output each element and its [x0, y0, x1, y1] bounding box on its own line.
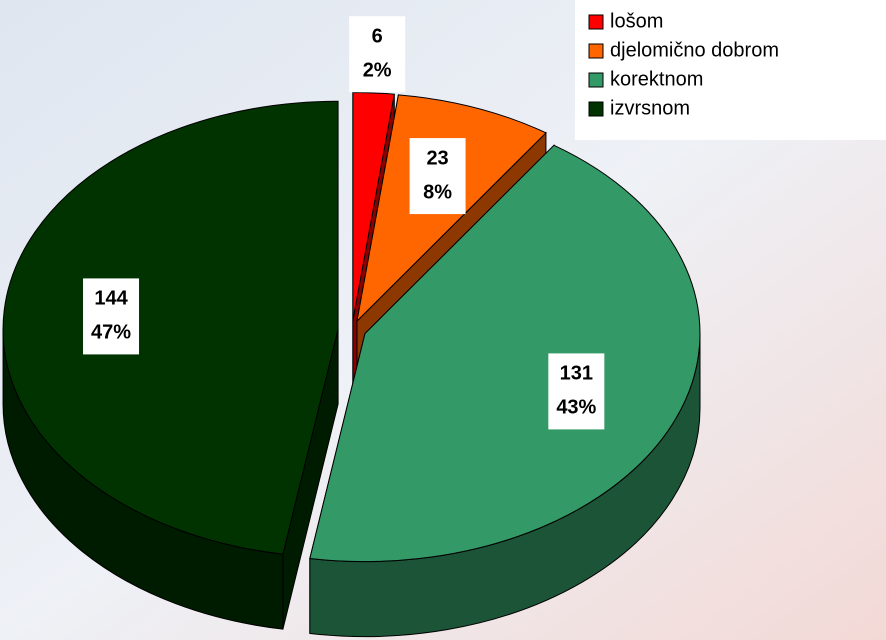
top-faces — [2, 91, 701, 563]
slice — [352, 91, 395, 321]
data-label-percent: 47% — [91, 322, 131, 344]
legend-label: korektnom — [610, 68, 703, 90]
legend-swatch — [588, 43, 604, 59]
data-label: 131 — [560, 363, 593, 385]
legend-box — [575, 0, 886, 140]
legend-swatch — [588, 14, 604, 30]
data-labels: 6 2% 23 8% 131 43% 144 47% — [83, 16, 605, 430]
legend-swatch — [588, 72, 604, 88]
data-label-percent: 2% — [363, 60, 392, 82]
data-label: 23 — [426, 147, 448, 169]
data-label-box — [548, 353, 605, 430]
legend-label: djelomično dobrom — [610, 39, 779, 61]
legend-label: izvrsnom — [610, 97, 690, 119]
slice — [2, 100, 339, 555]
data-label-box — [409, 138, 466, 215]
data-label: 6 — [372, 26, 383, 48]
legend-label: lošom — [610, 10, 663, 32]
data-label-percent: 8% — [423, 181, 452, 203]
data-label-percent: 43% — [556, 397, 596, 419]
legend-swatch — [588, 101, 604, 117]
slice — [309, 144, 701, 563]
data-label-box — [349, 16, 406, 93]
data-label: 144 — [94, 288, 128, 310]
data-label-box — [83, 278, 140, 355]
